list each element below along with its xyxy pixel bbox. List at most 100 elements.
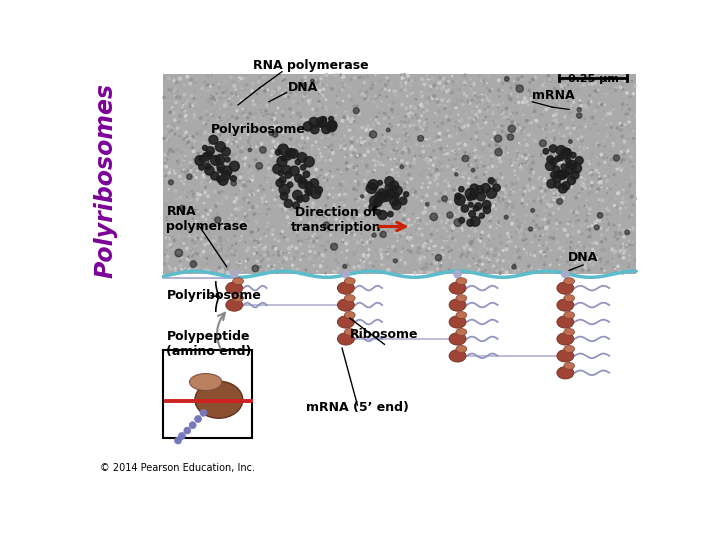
Circle shape bbox=[537, 226, 538, 227]
Circle shape bbox=[428, 248, 431, 251]
Circle shape bbox=[441, 122, 444, 125]
Circle shape bbox=[580, 244, 582, 246]
Circle shape bbox=[194, 117, 196, 119]
Circle shape bbox=[422, 151, 424, 153]
Circle shape bbox=[305, 91, 307, 93]
Circle shape bbox=[303, 92, 306, 94]
Circle shape bbox=[478, 214, 481, 216]
Circle shape bbox=[176, 148, 179, 151]
Circle shape bbox=[421, 228, 423, 229]
Circle shape bbox=[568, 181, 570, 184]
Circle shape bbox=[500, 191, 503, 193]
Circle shape bbox=[512, 188, 514, 191]
Circle shape bbox=[235, 90, 237, 92]
Circle shape bbox=[441, 217, 442, 219]
Circle shape bbox=[377, 189, 387, 198]
Circle shape bbox=[444, 180, 446, 182]
Circle shape bbox=[623, 158, 626, 161]
Circle shape bbox=[461, 178, 463, 180]
Circle shape bbox=[446, 83, 447, 84]
Circle shape bbox=[456, 206, 458, 208]
Circle shape bbox=[594, 90, 596, 92]
Circle shape bbox=[582, 183, 584, 184]
Circle shape bbox=[565, 240, 567, 242]
Circle shape bbox=[240, 188, 243, 190]
Circle shape bbox=[552, 227, 554, 229]
Circle shape bbox=[470, 101, 472, 102]
Circle shape bbox=[378, 211, 387, 220]
Circle shape bbox=[566, 97, 568, 99]
Circle shape bbox=[593, 263, 595, 265]
Ellipse shape bbox=[456, 346, 467, 353]
Circle shape bbox=[517, 131, 518, 132]
Circle shape bbox=[576, 89, 577, 91]
Circle shape bbox=[196, 199, 198, 201]
Circle shape bbox=[328, 224, 330, 226]
Circle shape bbox=[578, 80, 580, 82]
Circle shape bbox=[524, 221, 526, 222]
Circle shape bbox=[229, 98, 230, 99]
Circle shape bbox=[186, 174, 192, 179]
Circle shape bbox=[297, 140, 298, 141]
Circle shape bbox=[601, 249, 603, 251]
Circle shape bbox=[480, 161, 482, 162]
Circle shape bbox=[482, 266, 484, 269]
Circle shape bbox=[288, 247, 291, 250]
Circle shape bbox=[481, 146, 482, 148]
Circle shape bbox=[202, 174, 204, 176]
Circle shape bbox=[571, 222, 574, 225]
Circle shape bbox=[326, 179, 328, 181]
Circle shape bbox=[436, 168, 438, 171]
Circle shape bbox=[433, 95, 436, 97]
Circle shape bbox=[535, 97, 538, 100]
Ellipse shape bbox=[344, 312, 355, 319]
Circle shape bbox=[235, 89, 237, 91]
Circle shape bbox=[328, 119, 330, 122]
Circle shape bbox=[203, 172, 205, 174]
Circle shape bbox=[457, 124, 459, 125]
Circle shape bbox=[464, 125, 466, 127]
Circle shape bbox=[369, 134, 372, 137]
Circle shape bbox=[387, 214, 390, 217]
Circle shape bbox=[323, 118, 325, 121]
Circle shape bbox=[600, 258, 603, 260]
Circle shape bbox=[562, 89, 565, 92]
Circle shape bbox=[175, 249, 183, 257]
Circle shape bbox=[225, 148, 228, 151]
Circle shape bbox=[521, 156, 523, 158]
Circle shape bbox=[215, 217, 221, 223]
Circle shape bbox=[202, 215, 204, 218]
Circle shape bbox=[358, 181, 359, 183]
Circle shape bbox=[426, 262, 428, 265]
Circle shape bbox=[586, 171, 588, 173]
Circle shape bbox=[413, 113, 414, 114]
Circle shape bbox=[579, 146, 580, 148]
Circle shape bbox=[430, 264, 431, 266]
Circle shape bbox=[634, 116, 635, 117]
Circle shape bbox=[190, 169, 192, 170]
Circle shape bbox=[212, 116, 214, 117]
Circle shape bbox=[330, 144, 333, 147]
Circle shape bbox=[517, 154, 519, 156]
Circle shape bbox=[500, 193, 501, 194]
Circle shape bbox=[468, 255, 469, 256]
Circle shape bbox=[264, 254, 266, 256]
Circle shape bbox=[372, 183, 374, 184]
Circle shape bbox=[183, 139, 184, 140]
Circle shape bbox=[470, 86, 472, 88]
Circle shape bbox=[575, 222, 577, 225]
Circle shape bbox=[218, 192, 220, 194]
Circle shape bbox=[409, 137, 410, 138]
Circle shape bbox=[267, 133, 270, 136]
Circle shape bbox=[475, 263, 477, 265]
Circle shape bbox=[526, 150, 528, 151]
Circle shape bbox=[266, 104, 269, 106]
Circle shape bbox=[328, 157, 330, 158]
Circle shape bbox=[622, 89, 624, 90]
Circle shape bbox=[313, 224, 314, 225]
Circle shape bbox=[492, 121, 494, 124]
Circle shape bbox=[222, 188, 223, 190]
Circle shape bbox=[306, 210, 308, 212]
Circle shape bbox=[507, 77, 509, 79]
Circle shape bbox=[278, 88, 279, 90]
